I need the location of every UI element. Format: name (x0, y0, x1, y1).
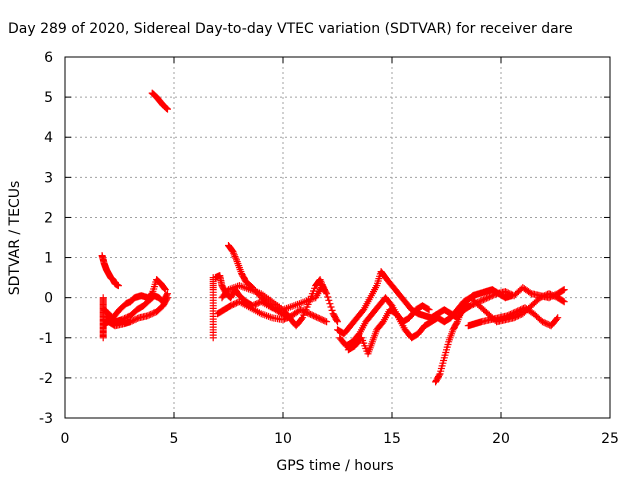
series-markers (432, 286, 516, 386)
y-tick-label: -3 (39, 411, 53, 427)
series-outlier-high (148, 89, 171, 113)
x-axis-label: GPS time / hours (276, 458, 393, 474)
data-series (98, 89, 568, 386)
y-tick-label: 5 (44, 90, 53, 106)
y-tick-label: -1 (39, 331, 53, 347)
series-markers (336, 290, 568, 350)
x-tick-label: 5 (170, 431, 179, 447)
series-early-band-c (102, 276, 169, 322)
series-late-band-b (336, 290, 568, 350)
series-markers (148, 89, 171, 113)
series-mid-band-b (214, 298, 331, 326)
series-markers (464, 304, 562, 330)
series-late-band-c (344, 302, 433, 358)
series-markers (209, 274, 217, 342)
y-tick-label: 2 (44, 210, 53, 226)
y-tick-label: -2 (39, 371, 53, 387)
series-markers (100, 294, 171, 330)
series-mid-vertical (209, 274, 217, 342)
x-tick-label: 0 (61, 431, 70, 447)
y-tick-label: 0 (44, 291, 53, 307)
grid-lines (65, 57, 610, 418)
series-markers (344, 302, 433, 358)
axis-ticks: 0 5 10 15 20 25 -3 -2 -1 0 1 2 3 4 5 6 (39, 50, 619, 447)
series-markers (102, 276, 169, 322)
series-late-dip (432, 286, 516, 386)
y-axis-label: SDTVAR / TECUs (7, 181, 23, 296)
y-tick-label: 3 (44, 170, 53, 186)
series-mid-band-c (218, 276, 328, 330)
chart-title: Day 289 of 2020, Sidereal Day-to-day VTE… (8, 21, 573, 37)
y-tick-label: 6 (44, 50, 53, 66)
series-markers (98, 252, 122, 290)
series-late-band-d (464, 304, 562, 330)
plot-frame (64, 56, 611, 419)
series-late-band-a (334, 268, 568, 338)
x-tick-label: 15 (383, 431, 401, 447)
x-tick-label: 25 (601, 431, 619, 447)
y-tick-label: 1 (44, 251, 53, 267)
series-markers (334, 268, 568, 338)
y-tick-label: 4 (44, 130, 53, 146)
series-markers (214, 298, 331, 326)
x-tick-label: 10 (274, 431, 292, 447)
series-early-band-b (100, 294, 171, 330)
x-tick-label: 20 (492, 431, 510, 447)
series-early-high (98, 252, 122, 290)
series-markers (218, 276, 328, 330)
